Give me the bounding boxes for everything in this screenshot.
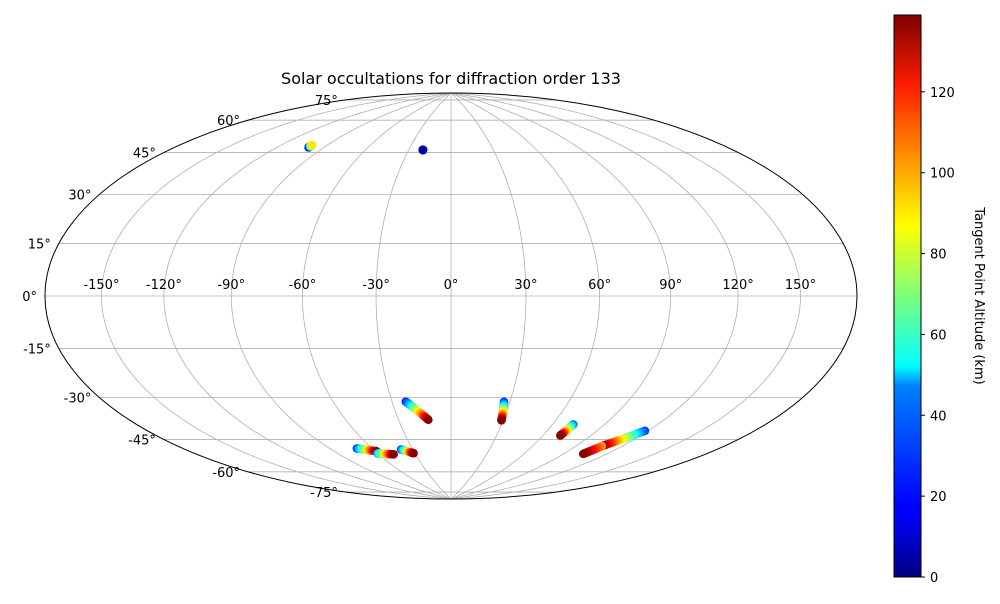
lat-tick-label: -30° [64,392,92,407]
occultation-points [304,140,650,459]
lon-tick-label: 30° [514,278,537,293]
colorbar [893,14,922,578]
occultation-point [307,140,317,150]
lon-tick-label: -60° [289,278,317,293]
lat-tick-label: 30° [68,189,91,204]
lon-tick-label: -150° [83,278,119,293]
colorbar-label: Tangent Point Altitude (km) [971,206,986,384]
map-outline [44,92,858,500]
occultation-point [418,145,428,155]
lat-tick-label: -75° [310,486,338,501]
occultation-point [555,431,565,440]
colorbar-tick-label: 60 [930,328,947,343]
lon-tick-label: -30° [362,278,390,293]
lon-tick-label: -90° [217,278,245,293]
lon-tick-label: -120° [146,278,182,293]
colorbar-tick-label: 100 [930,167,955,182]
lon-tick-label: 120° [722,278,753,293]
occultation-point [578,449,588,459]
lon-tick-label: 150° [785,278,816,293]
graticule [45,93,857,499]
lat-tick-label: 75° [315,94,338,109]
colorbar-tick-label: 40 [930,409,947,424]
colorbar-ticks: 0 20 40 60 80 100 120 [921,86,955,586]
lon-tick-label: 0° [444,278,459,293]
lat-tick-label: -45° [128,434,156,449]
lat-tick-label: 0° [22,290,37,305]
occultation-point [497,416,506,425]
colorbar-tick-label: 20 [930,490,947,505]
colorbar-tick-label: 0 [930,571,938,586]
occultation-point [409,448,418,458]
lon-tick-label: 60° [588,278,611,293]
occultation-point [424,415,433,425]
lat-tick-label: 45° [133,146,156,161]
colorbar-tick-label: 80 [930,248,947,263]
latitude-tick-labels: -75° -60° -45° -30° -15° 0° 15° 30° 45° 60° 75° [22,94,338,501]
lat-tick-label: -15° [23,343,51,358]
colorbar-tick-label: 120 [930,86,955,101]
chart-title: Solar occultations for diffraction order… [281,69,621,88]
lat-tick-label: -60° [212,466,240,481]
lat-tick-label: 15° [28,237,51,252]
longitude-tick-labels: -150° -120° -90° -60° -30° 0° 30° 60° 90° 120° 150… [83,278,816,293]
lon-tick-label: 90° [659,278,682,293]
occultation-point [389,450,398,459]
lat-tick-label: 60° [217,114,240,129]
